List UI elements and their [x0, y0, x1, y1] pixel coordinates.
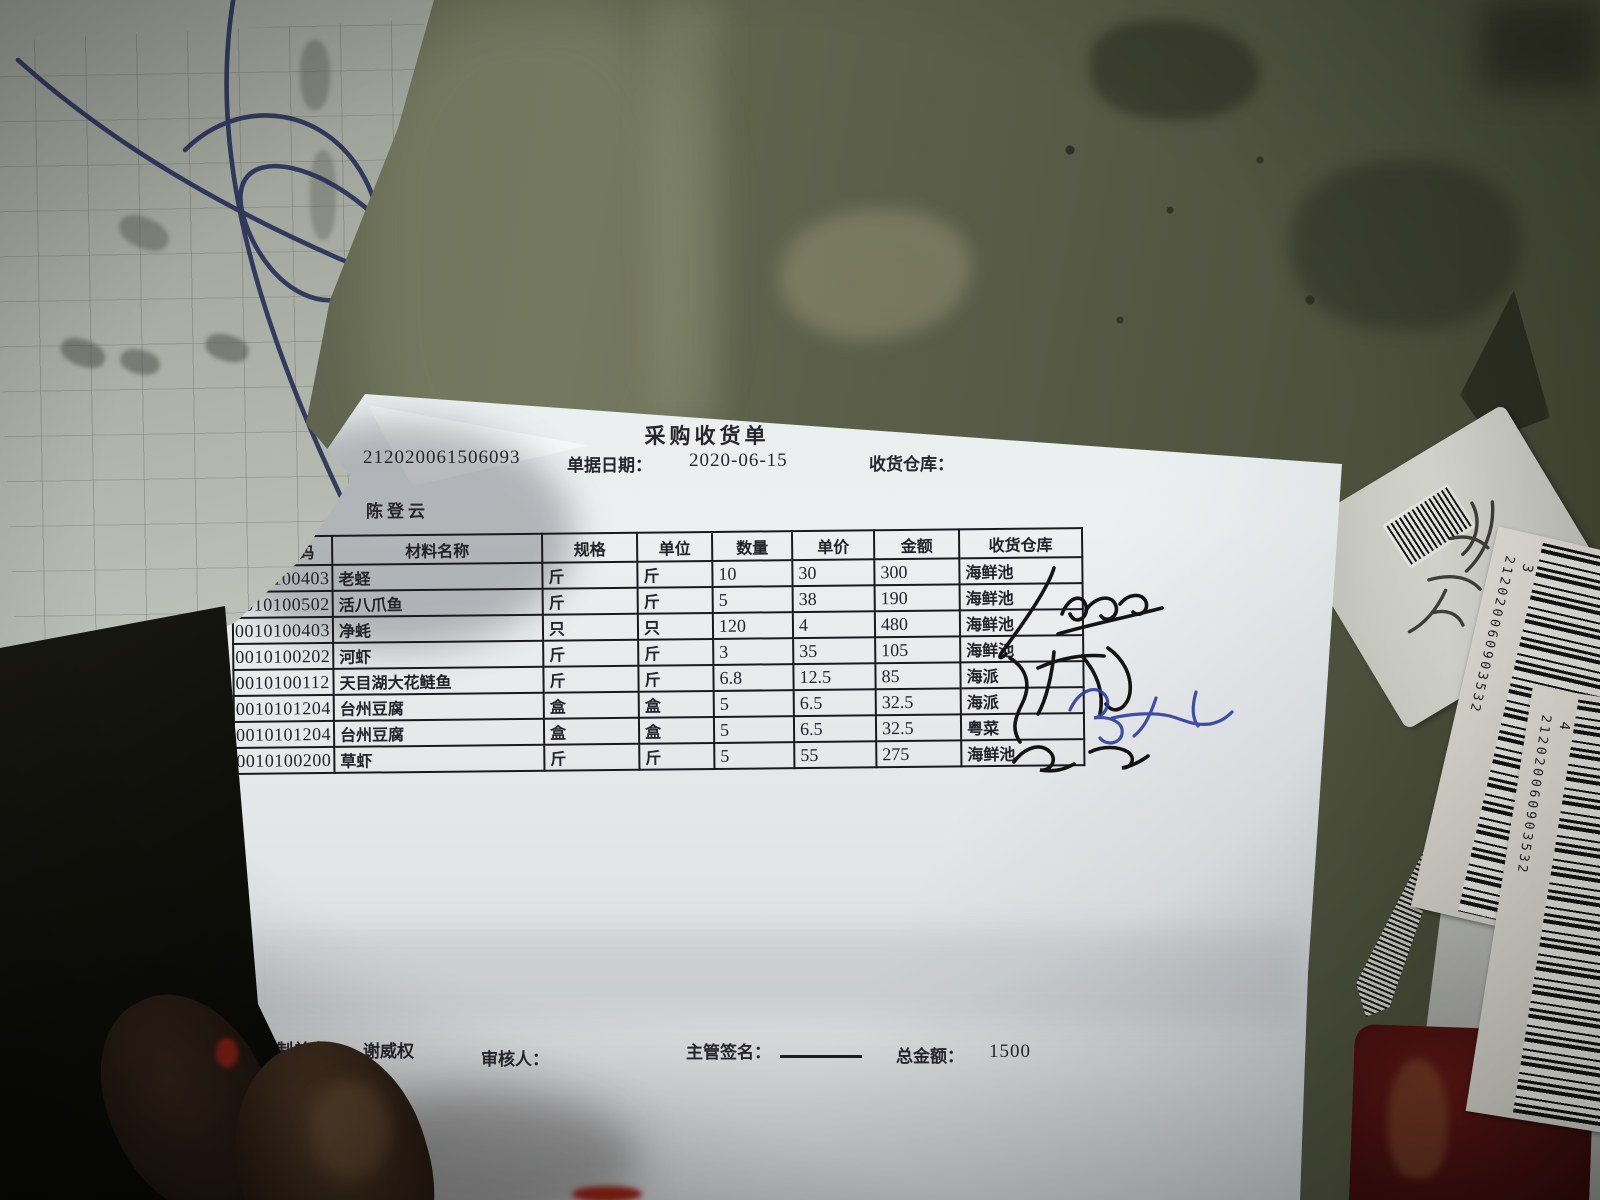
- table-cell: 85: [875, 662, 961, 690]
- column-header: 材料名称: [332, 533, 543, 565]
- table-cell: 6.5: [793, 689, 876, 717]
- table-cell: 0010100403: [232, 616, 334, 644]
- table-cell: 5: [713, 690, 794, 717]
- table-cell: 活八爪鱼: [332, 588, 543, 617]
- table-cell: 斤: [638, 638, 714, 666]
- signature-line: [780, 1036, 862, 1058]
- table-cell: 只: [542, 613, 639, 641]
- handwritten-signatures: [998, 566, 1234, 773]
- table-cell: 275: [876, 740, 962, 768]
- table-cell: 草虾: [334, 744, 545, 773]
- table-cell: 斤: [638, 664, 714, 692]
- table-light-streak: [650, 0, 720, 430]
- faint-print: [310, 150, 336, 240]
- table-cell: 台州豆腐: [333, 692, 544, 721]
- table-stain: [845, 250, 935, 320]
- date-value: 2020-06-15: [689, 450, 788, 471]
- table-cell: 斤: [543, 665, 639, 693]
- table-cell: 10: [712, 560, 793, 587]
- table-shadow: [1480, 0, 1600, 90]
- table-stain-dots: [1050, 120, 1350, 380]
- table-cell: 300: [874, 558, 960, 586]
- table-cell: 盒: [543, 691, 639, 719]
- table-cell: 105: [875, 636, 961, 664]
- table-cell: 天目湖大花鲢鱼: [333, 666, 544, 695]
- table-cell: 盒: [543, 717, 640, 745]
- table-cell: 6.5: [793, 715, 877, 743]
- code-value: 212020061506093: [363, 447, 521, 468]
- table-cell: 斤: [542, 587, 638, 615]
- table-cell: 0010100202: [233, 642, 334, 670]
- table-cell: 斤: [542, 561, 638, 589]
- document-title: 采购收货单: [644, 424, 770, 448]
- table-cell: 0010101204: [233, 694, 334, 722]
- reviewer-label: 审核人：: [481, 1050, 549, 1070]
- supplier-value: 陈登云: [366, 502, 429, 522]
- table-cell: 120: [712, 612, 794, 639]
- table-cell: 斤: [637, 586, 713, 614]
- table-cell: 净蚝: [332, 614, 544, 643]
- date-label: 单据日期：: [567, 456, 652, 476]
- table-cell: 32.5: [875, 714, 962, 742]
- table-cell: 38: [792, 585, 875, 613]
- total-value: 1500: [989, 1041, 1031, 1062]
- table-cell: 台州豆腐: [333, 718, 545, 747]
- table-cell: 32.5: [875, 688, 961, 716]
- table-cell: 斤: [544, 743, 640, 771]
- table-cell: 190: [874, 584, 960, 612]
- supervisor-label: 主管签名：: [686, 1043, 771, 1063]
- table-cell: 4: [792, 611, 876, 639]
- red-object-edge: [572, 1186, 642, 1200]
- table-cell: 老蛏: [332, 562, 543, 591]
- faint-print: [300, 40, 330, 110]
- maker-value: 谢威权: [363, 1042, 414, 1062]
- table-cell: 河虾: [333, 640, 544, 669]
- paper-shading: [240, 930, 1300, 1020]
- table-cell: 5: [714, 742, 795, 769]
- column-header: 金额: [873, 529, 960, 560]
- table-cell: 盒: [638, 716, 715, 744]
- table-cell: 0010101204: [233, 720, 335, 748]
- table-cell: 盒: [638, 690, 714, 718]
- table-cell: 斤: [639, 742, 715, 770]
- table-cell: 6.8: [713, 664, 794, 691]
- column-header: 单位: [636, 531, 713, 562]
- table-cell: 斤: [637, 560, 713, 588]
- red-box-print: [1388, 1058, 1448, 1178]
- table-cell: 5: [713, 716, 795, 743]
- table-cell: 只: [637, 612, 714, 640]
- table-cell: 3: [713, 638, 794, 665]
- table-stain: [1090, 20, 1260, 120]
- column-header: 规格: [541, 532, 638, 563]
- table-cell: 12.5: [793, 663, 876, 691]
- table-cell: 30: [792, 559, 875, 587]
- fingernail-highlight: [310, 1080, 390, 1180]
- table-cell: 55: [794, 741, 877, 769]
- table-cell: 5: [712, 586, 793, 613]
- warehouse-label: 收货仓库：: [869, 455, 954, 475]
- table-cell: 0010100112: [233, 668, 334, 696]
- table-cell: 480: [874, 610, 961, 638]
- column-header: 数量: [711, 531, 793, 561]
- red-glint: [216, 1038, 238, 1068]
- table-cell: 35: [793, 637, 876, 665]
- table-cell: 斤: [543, 639, 639, 667]
- column-header: 单价: [791, 530, 875, 561]
- table-cell: 0010100200: [234, 746, 335, 774]
- total-label: 总金额：: [896, 1047, 964, 1067]
- sticker-handwritten-note: [1407, 500, 1495, 634]
